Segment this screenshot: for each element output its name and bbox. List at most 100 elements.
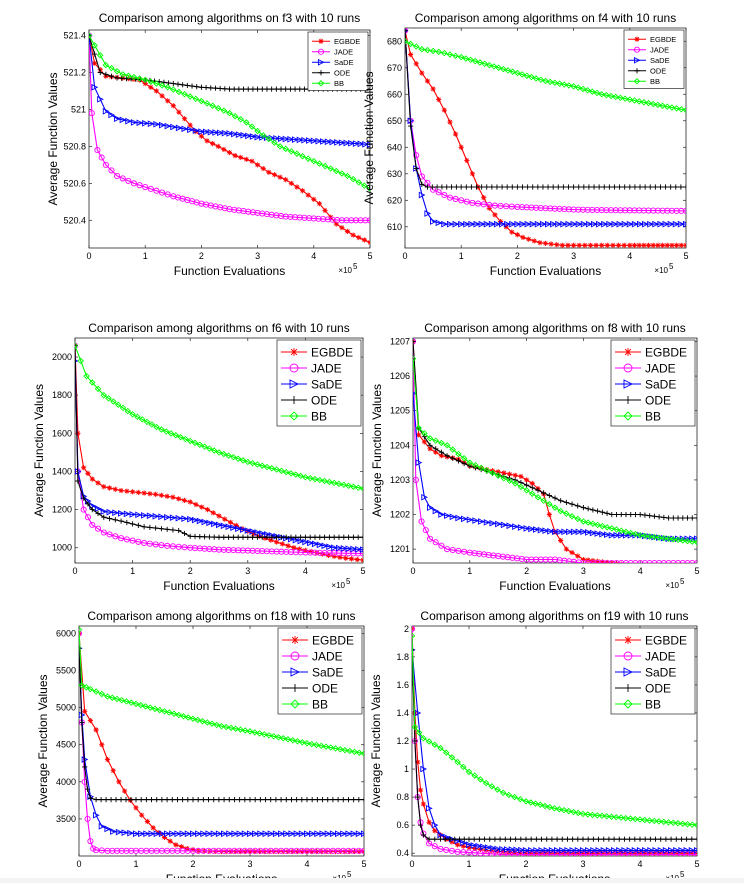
data-point-ode bbox=[226, 797, 232, 803]
data-point-bb bbox=[186, 437, 194, 445]
data-point-sade bbox=[551, 528, 559, 536]
data-point-ode bbox=[189, 83, 195, 89]
data-point-bb bbox=[337, 746, 344, 753]
data-point-bb bbox=[198, 97, 205, 105]
data-point-jade bbox=[483, 850, 490, 856]
data-point-ode bbox=[325, 797, 331, 803]
data-point-ode bbox=[504, 184, 510, 190]
data-point-ode bbox=[103, 71, 109, 77]
data-point-bb bbox=[424, 46, 431, 54]
data-point-ode bbox=[176, 527, 182, 534]
data-point-jade bbox=[235, 207, 242, 214]
legend-marker-jade bbox=[290, 651, 300, 661]
series-line-bb bbox=[79, 629, 364, 755]
data-point-ode bbox=[611, 836, 617, 842]
data-point-jade bbox=[315, 215, 322, 222]
data-point-sade bbox=[539, 220, 547, 228]
data-point-jade bbox=[306, 215, 313, 222]
data-point-bb bbox=[527, 799, 534, 806]
data-point-sade bbox=[316, 541, 324, 549]
data-point-sade bbox=[143, 830, 150, 838]
data-point-ode bbox=[269, 86, 275, 92]
data-point-bb bbox=[359, 485, 363, 492]
x-tick-label: 2 bbox=[188, 566, 193, 576]
data-point-sade bbox=[257, 830, 264, 838]
data-point-egbde bbox=[509, 229, 515, 235]
data-point-egbde bbox=[271, 172, 278, 178]
data-point-bb bbox=[215, 449, 223, 456]
data-point-sade bbox=[509, 220, 516, 228]
data-point-sade bbox=[600, 847, 608, 854]
data-point-egbde bbox=[580, 850, 586, 856]
x-exponent-label: ×10 bbox=[338, 266, 352, 275]
data-point-sade bbox=[478, 518, 485, 525]
data-point-sade bbox=[355, 830, 363, 838]
data-point-jade bbox=[106, 531, 113, 538]
data-point-bb bbox=[261, 731, 268, 738]
data-point-bb bbox=[618, 527, 625, 534]
data-point-jade bbox=[475, 200, 482, 207]
data-point-bb bbox=[249, 459, 256, 467]
data-point-jade bbox=[324, 216, 331, 223]
data-point-sade bbox=[335, 544, 343, 552]
data-point-sade bbox=[164, 513, 171, 521]
data-point-sade bbox=[226, 130, 234, 137]
data-point-ode bbox=[678, 836, 685, 842]
data-point-egbde bbox=[261, 848, 267, 855]
data-point-bb bbox=[332, 745, 339, 752]
data-point-jade bbox=[533, 204, 540, 211]
data-point-egbde bbox=[187, 499, 193, 505]
data-point-ode bbox=[463, 184, 469, 190]
data-point-egbde bbox=[97, 67, 103, 73]
data-point-egbde bbox=[291, 545, 297, 551]
data-point-bb bbox=[185, 714, 192, 721]
data-point-sade bbox=[142, 119, 149, 127]
data-point-bb bbox=[580, 518, 587, 525]
legend-label-egbde: EGBDE bbox=[645, 345, 687, 359]
data-point-bb bbox=[432, 437, 439, 444]
data-point-bb bbox=[276, 143, 284, 150]
data-point-ode bbox=[194, 84, 200, 90]
data-point-bb bbox=[563, 510, 570, 517]
data-point-egbde bbox=[344, 228, 351, 234]
data-point-sade bbox=[543, 847, 551, 854]
data-point-jade bbox=[670, 559, 677, 563]
legend-marker-egbde bbox=[624, 636, 632, 644]
data-point-ode bbox=[575, 503, 581, 509]
data-point-sade bbox=[334, 139, 341, 146]
data-point-ode bbox=[197, 534, 203, 540]
data-point-bb bbox=[546, 78, 554, 86]
y-tick-label: 3500 bbox=[56, 814, 76, 824]
data-point-ode bbox=[661, 514, 667, 521]
x-tick-label: 4 bbox=[303, 566, 308, 576]
data-point-bb bbox=[584, 519, 592, 526]
data-point-bb bbox=[175, 711, 182, 719]
legend-label-egbde: EGBDE bbox=[312, 633, 354, 647]
y-tick-label: 520.4 bbox=[63, 215, 86, 225]
data-point-ode bbox=[412, 647, 415, 653]
data-point-ode bbox=[571, 184, 577, 190]
legend-marker-sade bbox=[633, 56, 641, 64]
data-point-jade bbox=[93, 847, 100, 854]
data-point-ode bbox=[230, 534, 236, 540]
data-point-jade bbox=[102, 161, 109, 168]
data-point-bb bbox=[511, 793, 518, 801]
data-point-sade bbox=[421, 493, 428, 501]
data-point-sade bbox=[235, 131, 243, 139]
data-point-bb bbox=[678, 106, 685, 113]
data-point-egbde bbox=[323, 848, 329, 855]
legend-marker-sade bbox=[623, 379, 634, 389]
data-point-jade bbox=[673, 207, 680, 214]
data-point-sade bbox=[200, 830, 207, 838]
chart-title: Comparison among algorithms on f3 with 1… bbox=[99, 11, 360, 25]
data-point-sade bbox=[636, 220, 644, 228]
data-point-jade bbox=[136, 182, 143, 189]
data-point-egbde bbox=[627, 242, 633, 248]
data-point-sade bbox=[472, 517, 480, 524]
data-point-egbde bbox=[481, 195, 487, 201]
data-point-ode bbox=[350, 534, 356, 540]
data-point-sade bbox=[627, 531, 635, 539]
data-point-bb bbox=[321, 162, 329, 170]
x-exponent-power: 5 bbox=[346, 577, 351, 586]
y-tick-label: 1 bbox=[404, 764, 409, 774]
